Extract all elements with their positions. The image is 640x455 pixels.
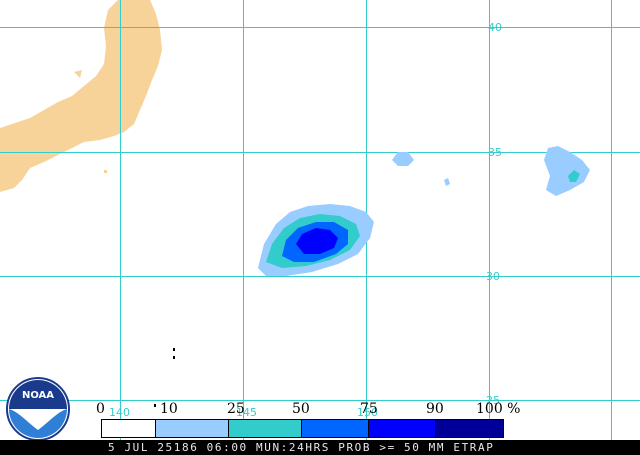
legend-label-50: 50 xyxy=(292,401,310,417)
legend-label-100: 100 % xyxy=(476,401,521,417)
legend-swatch-25-50 xyxy=(228,419,302,438)
legend-label-10: 10 xyxy=(160,401,178,417)
probability-main-cell xyxy=(258,204,374,276)
prob-cell-north xyxy=(392,152,414,166)
legend-swatch-50-75 xyxy=(301,419,369,438)
legend-swatch-10-25 xyxy=(155,419,229,438)
legend-bar xyxy=(101,419,504,438)
noaa-logo: NOAA xyxy=(5,376,71,446)
lat-label-35: 35 xyxy=(488,146,502,159)
legend-label-90: 90 xyxy=(426,401,444,417)
lon-label-150: 150 xyxy=(357,406,378,419)
prob-75-90 xyxy=(296,228,338,254)
legend-swatch-0-10 xyxy=(101,419,156,438)
lat-label-40: 40 xyxy=(488,21,502,34)
lon-label-140: 140 xyxy=(109,406,130,419)
grid-labels: 40 35 30 25 140 145 150 xyxy=(109,21,502,419)
status-bar xyxy=(0,440,640,455)
legend-swatch-75-90 xyxy=(368,419,436,438)
legend-swatch-90-100 xyxy=(435,419,504,438)
legend-label-25: 25 xyxy=(227,401,245,417)
legend-label-75: 75 xyxy=(360,401,378,417)
graticule xyxy=(0,0,640,440)
legend-label-0: 0 xyxy=(96,401,105,417)
islands xyxy=(154,348,175,407)
status-text: 5 JUL 25186 06:00 MUN:24HRS PROB >= 50 M… xyxy=(108,441,495,454)
prob-cell-east-core xyxy=(568,170,580,182)
lat-label-25: 25 xyxy=(486,394,500,407)
prob-cell-dot xyxy=(444,178,450,186)
noaa-logo-text: NOAA xyxy=(22,390,54,401)
probability-small-cells xyxy=(392,146,590,196)
lat-label-30: 30 xyxy=(486,270,500,283)
lon-label-145: 145 xyxy=(236,406,257,419)
prob-cell-east xyxy=(544,146,590,196)
